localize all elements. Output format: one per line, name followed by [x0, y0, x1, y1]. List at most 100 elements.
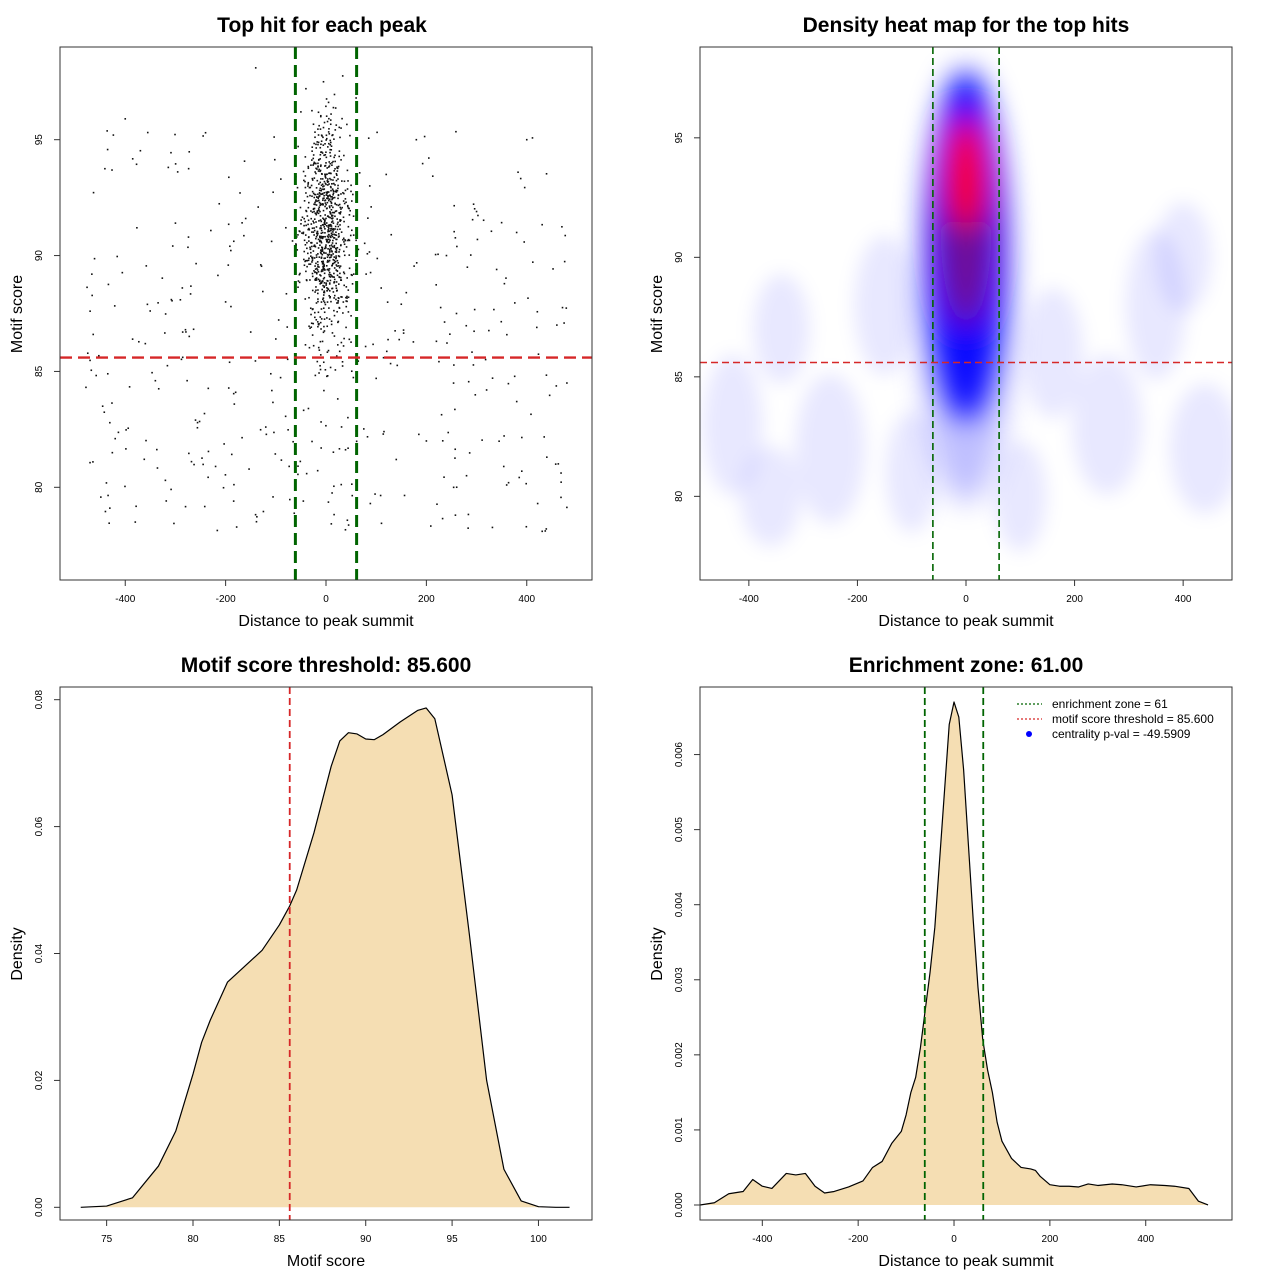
scatter-point — [323, 276, 326, 279]
scatter-point — [91, 273, 93, 275]
scatter-point — [173, 522, 175, 525]
scatter-point — [321, 263, 324, 265]
scatter-point — [227, 223, 230, 226]
scatter-point — [477, 214, 479, 217]
scatter-point — [311, 275, 314, 278]
scatter-point — [330, 145, 333, 147]
scatter-point — [124, 485, 126, 488]
scatter-point — [345, 300, 347, 302]
scatter-point — [308, 296, 310, 299]
scatter-point — [300, 111, 302, 113]
scatter-point — [312, 154, 315, 156]
scatter-point — [343, 192, 345, 195]
scatter-point — [329, 185, 332, 188]
density-fill — [80, 707, 570, 1208]
scatter-point — [343, 272, 346, 275]
scatter-point — [296, 249, 299, 251]
scatter-point — [324, 165, 326, 167]
scatter-point — [319, 192, 321, 195]
scatter-point — [336, 265, 338, 267]
scatter-point — [125, 448, 127, 450]
scatter-point — [317, 158, 320, 161]
scatter-point — [334, 247, 337, 250]
scatter-point — [336, 344, 339, 346]
scatter-point — [311, 109, 313, 112]
scatter-point — [340, 193, 342, 195]
scatter-point — [327, 349, 330, 352]
scatter-point — [323, 325, 325, 328]
scatter-point — [320, 270, 323, 273]
scatter-point — [326, 181, 329, 183]
scatter-point — [552, 268, 554, 270]
scatter-point — [333, 309, 335, 312]
scatter-point — [326, 268, 329, 271]
scatter-point — [314, 374, 317, 377]
scatter-point — [327, 224, 330, 227]
y-tick-label: 85 — [674, 371, 685, 383]
scatter-point — [279, 376, 282, 379]
scatter-point — [338, 251, 340, 253]
distance-density-xlabel: Distance to peak summit — [878, 1253, 1054, 1270]
scatter-point — [315, 172, 317, 175]
scatter-point — [89, 310, 91, 312]
scatter-point — [455, 486, 458, 489]
scatter-point — [332, 192, 335, 194]
scatter-point — [327, 230, 329, 233]
scatter-point — [304, 156, 307, 158]
scatter-point — [343, 180, 346, 183]
scatter-point — [413, 265, 415, 267]
scatter-point — [325, 252, 327, 254]
scatter-point — [277, 319, 280, 321]
scatter-point — [545, 172, 548, 175]
scatter-point — [321, 231, 324, 234]
scatter-point — [333, 278, 336, 281]
scatter-point — [328, 206, 331, 209]
scatter-point — [328, 198, 331, 200]
scatter-point — [315, 232, 318, 235]
scatter-point — [316, 196, 318, 198]
scatter-point — [338, 212, 340, 214]
scatter-point — [438, 360, 440, 363]
scatter-point — [488, 329, 490, 332]
scatter-point — [89, 461, 91, 464]
scatter-point — [311, 272, 314, 275]
scatter-point — [323, 192, 326, 194]
scatter-point — [184, 505, 187, 508]
scatter-point — [471, 218, 474, 221]
scatter-point — [336, 218, 339, 220]
scatter-point — [315, 199, 317, 201]
scatter-point — [319, 181, 322, 184]
scatter-point — [325, 203, 327, 206]
scatter-point — [98, 354, 100, 357]
scatter-point — [305, 87, 307, 90]
scatter-point — [557, 463, 560, 465]
scatter-point — [312, 322, 315, 325]
scatter-point — [297, 286, 299, 289]
scatter-point — [335, 238, 337, 241]
scatter-point — [343, 154, 345, 157]
scatter-point — [325, 105, 327, 108]
scatter-point — [330, 204, 333, 207]
scatter-point — [272, 496, 274, 498]
scatter-point — [316, 168, 318, 170]
scatter-point — [138, 340, 140, 343]
scatter-point — [325, 98, 328, 100]
scatter-point — [334, 210, 337, 213]
scatter-point — [453, 364, 455, 366]
scatter-point — [313, 244, 316, 247]
scatter-point — [286, 326, 289, 328]
scatter-point — [166, 364, 169, 367]
scatter-point — [338, 266, 341, 269]
scatter-point — [315, 167, 317, 170]
scatter-point — [439, 306, 442, 309]
scatter-point — [315, 147, 318, 149]
scatter-point — [331, 183, 333, 185]
scatter-point — [100, 496, 102, 498]
scatter-point — [321, 253, 324, 256]
scatter-point — [334, 369, 337, 371]
scatter-point — [343, 250, 345, 253]
scatter-point — [303, 217, 305, 220]
scatter-point — [326, 178, 329, 180]
scatter-point — [345, 286, 348, 288]
scatter-point — [303, 258, 305, 261]
